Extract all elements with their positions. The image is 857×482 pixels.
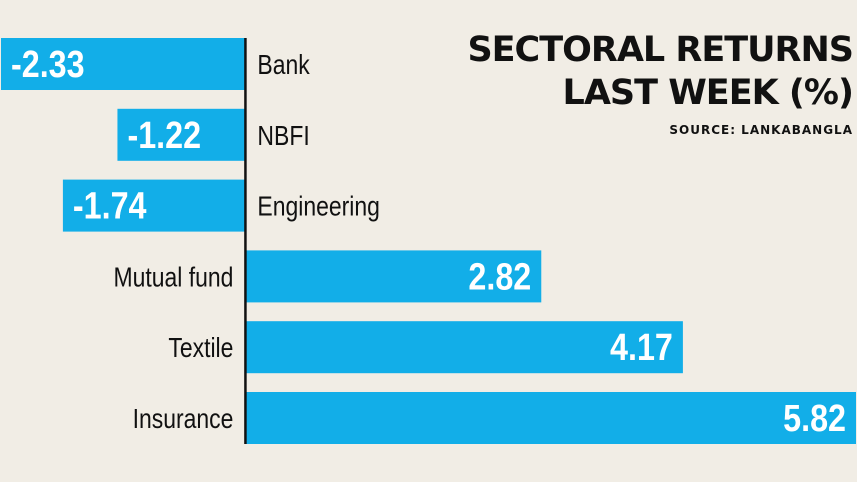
category-label: Insurance [133,404,234,435]
bar-textile [245,321,683,374]
bar-nbfi [117,108,246,161]
bar-engineering [62,179,246,232]
data-label: -1.74 [73,185,147,227]
data-label: 4.17 [610,327,673,369]
bar-bank [1,38,246,90]
category-label: Engineering [257,192,380,223]
category-label: Textile [168,333,233,364]
data-label: 2.82 [468,256,531,298]
chart-title: SECTORAL RETURNS [467,30,854,70]
data-label: -2.33 [11,44,85,86]
chart-source: SOURCE: LANKABANGLA [669,123,853,137]
category-label: Mutual fund [113,262,233,293]
category-label: NBFI [257,121,309,152]
data-label: -1.22 [127,114,201,156]
bar-mutual-fund [245,250,542,303]
data-label: 5.82 [783,398,846,440]
chart-subtitle: LAST WEEK (%) [562,73,854,113]
category-label: Bank [257,50,309,81]
bar-insurance [245,392,857,444]
